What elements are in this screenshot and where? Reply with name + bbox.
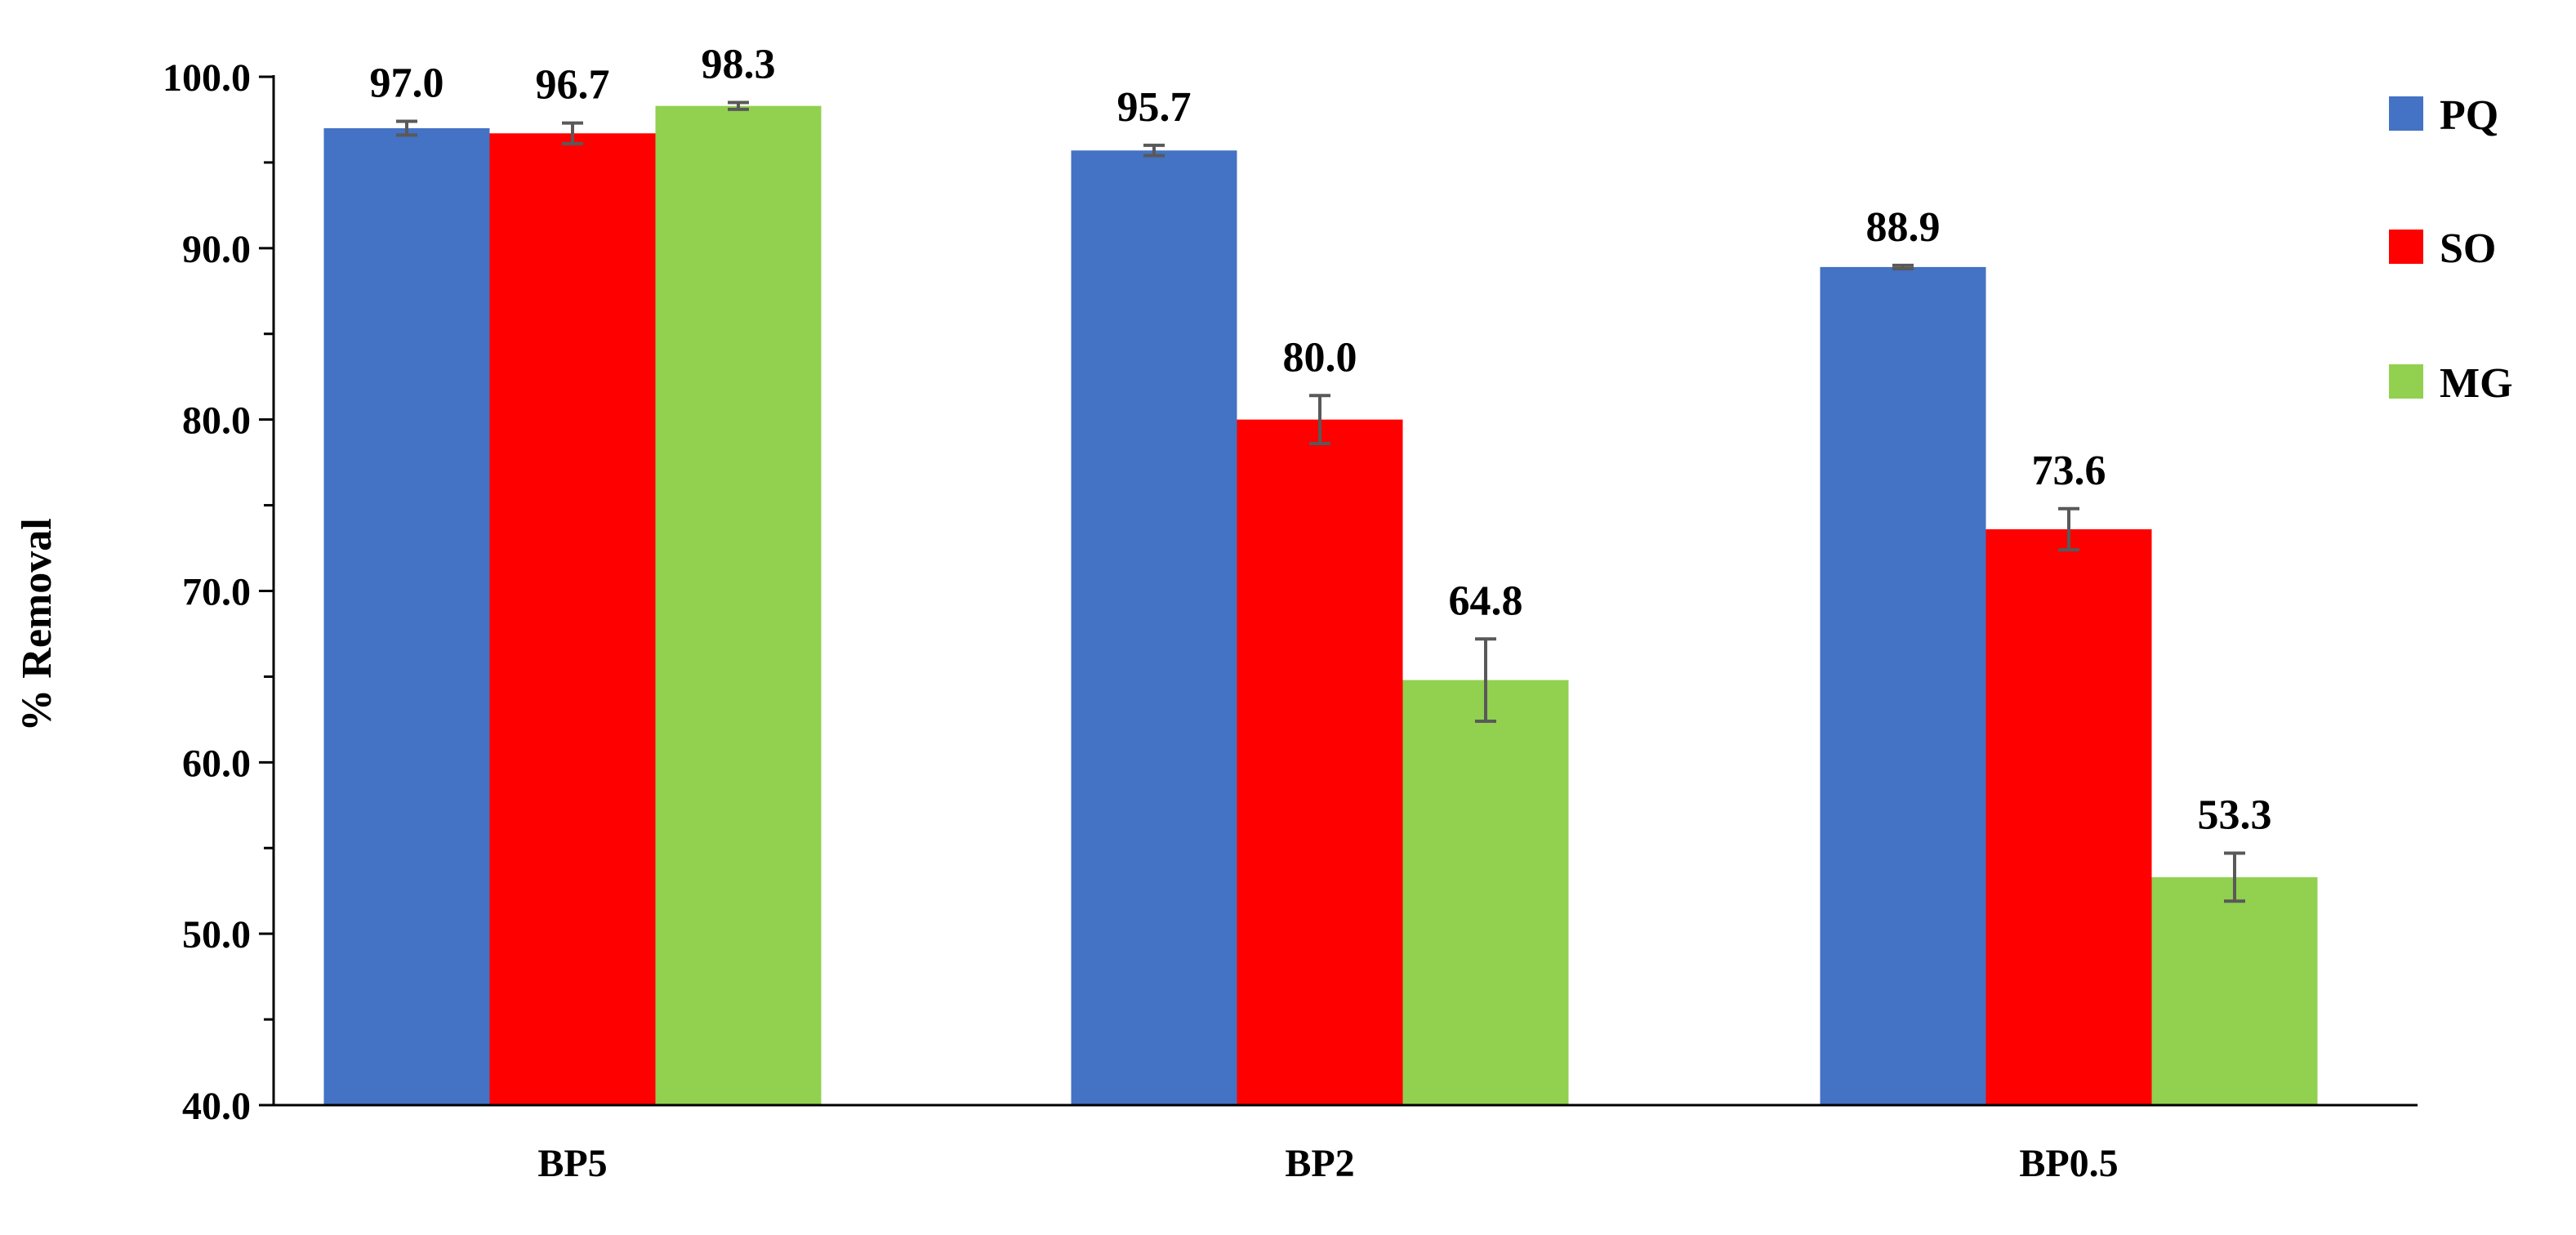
data-label: 88.9: [1866, 204, 1941, 251]
data-label: 98.3: [702, 41, 776, 87]
y-tick-label: 80.0: [182, 399, 251, 443]
data-label: 80.0: [1283, 334, 1357, 381]
y-tick-label: 60.0: [182, 742, 251, 785]
data-label: 53.3: [2198, 792, 2272, 839]
x-tick-label: BP5: [537, 1142, 607, 1185]
bar-so-bp0-5: [1985, 528, 2152, 1105]
legend-label-pq: PQ: [2440, 92, 2498, 139]
bar-pq-bp2: [1071, 150, 1237, 1106]
y-tick-label: 70.0: [182, 571, 251, 614]
bar-pq-bp5: [323, 127, 490, 1106]
plot-area: 97.0 96.7 98.3 95.7 80.0 64.8 88.9 73.6 53.3: [323, 41, 2318, 1106]
y-tick-label: 40.0: [182, 1085, 251, 1128]
data-label: 95.7: [1117, 84, 1192, 131]
x-tick-label: BP2: [1285, 1142, 1354, 1185]
y-tick-label: 100.0: [163, 56, 251, 100]
y-axis-title: % Removal: [14, 518, 60, 731]
legend-label-mg: MG: [2440, 360, 2513, 407]
bar-mg-bp2: [1402, 680, 1569, 1105]
y-tick-label: 50.0: [182, 913, 251, 956]
legend: PQ SO MG: [2389, 92, 2513, 407]
data-label: 73.6: [2032, 448, 2106, 494]
bar-mg-bp5: [655, 105, 822, 1106]
data-label: 97.0: [370, 60, 444, 107]
y-tick-label: 90.0: [182, 228, 251, 271]
x-tick-label: BP0.5: [2019, 1142, 2118, 1185]
legend-swatch-so: [2389, 230, 2423, 264]
legend-swatch-mg: [2389, 364, 2423, 399]
data-label: 64.8: [1449, 577, 1523, 624]
bar-mg-bp0-5: [2151, 876, 2318, 1105]
bar-so-bp5: [489, 133, 656, 1105]
legend-label-so: SO: [2440, 225, 2496, 272]
bar-so-bp2: [1237, 419, 1403, 1105]
legend-swatch-pq: [2389, 96, 2423, 131]
data-label: 96.7: [536, 62, 610, 109]
bar-pq-bp0-5: [1820, 266, 1986, 1105]
axes: BP5 BP2 BP0.5 40.0 50.0 60.0 70.0 80.0 90.0 100.0: [163, 56, 2418, 1185]
